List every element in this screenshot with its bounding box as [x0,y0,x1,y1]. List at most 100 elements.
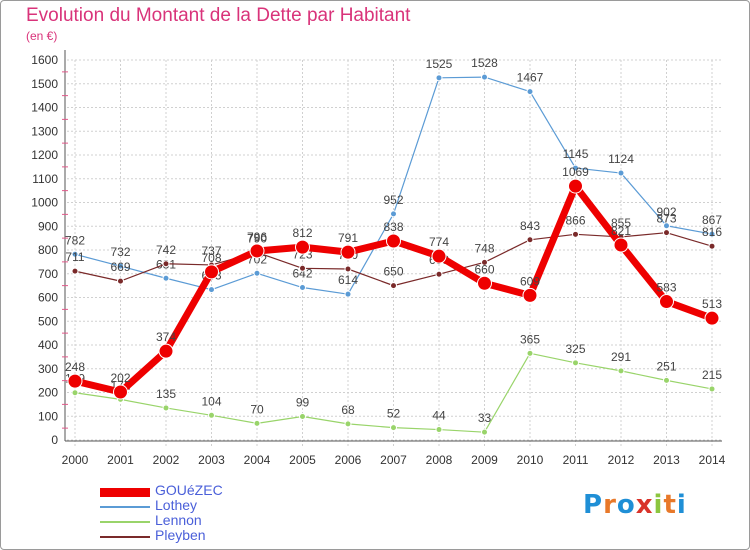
data-label: 642 [292,267,312,281]
data-point [71,389,79,397]
data-point [71,267,79,275]
data-point [708,242,716,250]
data-label: 513 [702,297,722,311]
y-tick-label: 100 [38,409,58,423]
data-label: 952 [383,193,403,207]
data-point [390,210,397,218]
data-label: 609 [520,274,540,288]
data-label: 732 [110,245,130,259]
data-label: 325 [565,342,585,356]
data-label: 614 [338,273,358,287]
chart-subtitle: (en €) [26,29,58,43]
data-point [617,367,625,375]
data-point [204,264,219,280]
y-tick-label: 900 [38,219,58,233]
data-label: 44 [432,409,446,423]
data-label: 838 [383,220,403,234]
data-point [481,428,488,436]
x-tick-label: 2002 [153,453,180,467]
data-point [663,229,670,237]
x-tick-label: 2005 [289,453,316,467]
data-label: 291 [611,350,631,364]
data-point [481,73,488,81]
data-point [249,243,265,259]
data-point [572,164,579,172]
x-tick-label: 2013 [653,453,680,467]
data-point [253,269,261,277]
data-point [208,286,215,294]
x-tick-label: 2012 [608,453,635,467]
data-point [708,385,716,393]
data-label: 248 [65,360,85,374]
data-point [117,262,124,270]
series-gou-zec: 248 202 374 708 796 812 791 838 774 660 609 1069 821… [65,165,722,400]
data-point [431,248,447,264]
y-tick-label: 1200 [31,148,58,162]
data-point [435,270,443,278]
x-tick-label: 2004 [244,453,271,467]
data-point [295,239,310,255]
legend-swatch [100,536,150,538]
x-tick-label: 2000 [62,453,89,467]
data-point [386,233,401,249]
data-point [477,275,492,291]
data-point [299,412,306,420]
legend-label: Pleyben [155,527,206,543]
legend-swatch [100,487,150,497]
data-point [522,287,538,303]
data-label: 796 [247,230,267,244]
data-label: 583 [656,281,676,295]
data-label: 1069 [562,165,589,179]
data-label: 52 [387,407,401,421]
data-point [659,294,674,310]
data-label: 782 [65,233,85,247]
data-label: 821 [611,224,631,238]
legend-label: Lennon [155,512,202,528]
data-point [113,384,128,400]
data-point [617,169,625,177]
data-label: 843 [520,219,540,233]
logo-letter: P [583,490,604,520]
data-label: 790 [247,231,267,245]
x-tick-label: 2001 [107,453,134,467]
data-point [71,250,79,258]
data-label: 68 [341,403,355,417]
data-label: 867 [702,213,722,227]
y-tick-label: 1400 [31,101,58,115]
data-point [253,419,261,427]
data-point [390,424,397,432]
y-tick-label: 300 [38,362,58,376]
data-label: 1467 [517,71,544,85]
data-point [708,230,716,238]
y-tick-label: 800 [38,243,58,257]
x-tick-label: 2006 [335,453,362,467]
data-label: 650 [383,265,403,279]
logo-letter: x [635,490,654,520]
data-point [67,373,83,389]
legend-swatch [100,506,150,508]
data-point [568,178,583,194]
logo-letter: i [653,490,664,520]
data-point [299,284,306,292]
data-point [481,258,488,266]
legend-label: Lothey [155,497,198,513]
x-tick-label: 2009 [471,453,498,467]
data-label: 711 [65,250,84,264]
y-tick-label: 1500 [31,77,58,91]
chart-title: Evolution du Montant de la Dette par Hab… [26,5,411,26]
data-label: 791 [338,231,358,245]
data-point [526,88,534,96]
data-label: 855 [611,216,631,230]
data-label: 742 [156,243,176,257]
data-label: 902 [656,205,676,219]
x-tick-label: 2014 [699,453,726,467]
logo-letter: o [616,490,636,520]
data-point [344,290,352,298]
y-tick-label: 1300 [31,124,58,138]
data-point [162,260,170,268]
data-label: 774 [429,235,449,249]
data-label: 99 [296,395,310,409]
data-label: 1525 [426,57,453,71]
